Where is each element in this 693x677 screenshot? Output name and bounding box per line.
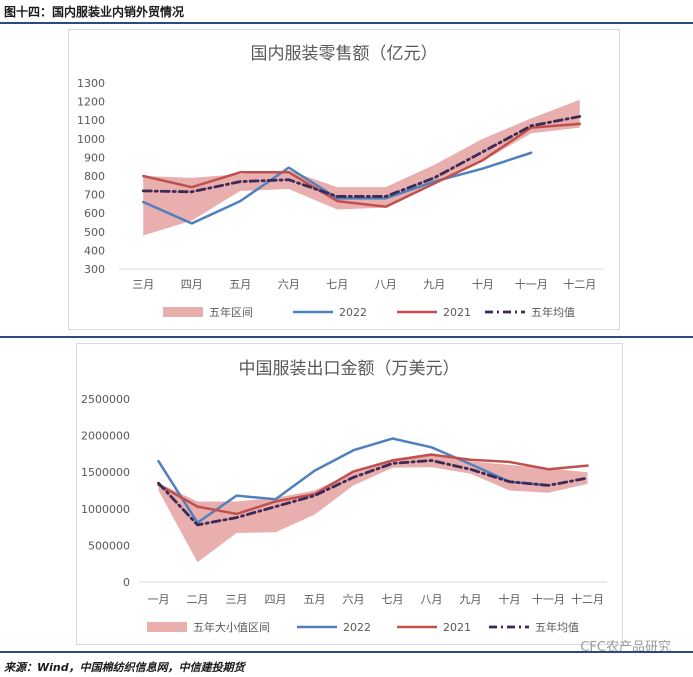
y-tick-label: 300 xyxy=(84,263,105,276)
x-tick-label: 八月 xyxy=(421,593,443,606)
range-band-area xyxy=(158,453,588,563)
x-tick-label: 七月 xyxy=(326,278,348,291)
x-tick-label: 九月 xyxy=(460,593,482,606)
y-tick-label: 1100 xyxy=(77,114,105,127)
x-tick-label: 五月 xyxy=(229,278,251,291)
chart-title: 中国服装出口金额（万美元） xyxy=(239,359,460,379)
retail-chart: 国内服装零售额（亿元） 1300 1200 1100 1000 900 800 700 600 5… xyxy=(77,44,604,319)
series-line-1 xyxy=(142,151,533,225)
export-chart: 中国服装出口金额（万美元） 2500000 2000000 1500000 100000… xyxy=(81,359,607,634)
export-chart-panel: 中国服装出口金额（万美元） 2500000 2000000 1500000 100000… xyxy=(76,343,623,645)
series-line-3 xyxy=(141,115,582,198)
y-tick-label: 600 xyxy=(84,207,105,220)
legend-swatch-band xyxy=(163,307,203,317)
legend-label-series-1: 2022 xyxy=(339,306,367,319)
y-tick-label: 500 xyxy=(84,226,105,239)
y-tick-label: 800 xyxy=(84,170,105,183)
legend-label-series-1: 2022 xyxy=(343,621,371,634)
x-tick-label: 十二月 xyxy=(571,592,604,606)
y-tick-label: 400 xyxy=(84,244,105,257)
figure-title: 图十四：国内服装业内销外贸情况 xyxy=(4,5,185,19)
chart-title: 国内服装零售额（亿元） xyxy=(251,44,438,64)
x-tick-label: 四月 xyxy=(265,593,287,606)
legend-label-series-3: 五年均值 xyxy=(535,620,579,634)
x-tick-label: 八月 xyxy=(375,278,397,291)
x-tick-label: 三月 xyxy=(132,278,154,291)
legend-label-band: 五年大小值区间 xyxy=(193,620,270,634)
legend-label-series-3: 五年均值 xyxy=(531,305,575,319)
x-tick-label: 一月 xyxy=(148,593,170,606)
y-tick-label: 1000 xyxy=(77,133,105,146)
retail-chart-panel: 国内服装零售额（亿元） 1300 1200 1100 1000 900 800 700 600 5… xyxy=(68,29,620,330)
y-tick-label: 1200 xyxy=(77,96,105,109)
y-tick-label: 1300 xyxy=(77,77,105,90)
source-note: 来源：Wind，中国棉纺织信息网，中信建投期货 xyxy=(4,661,245,674)
middle-rule xyxy=(0,336,693,338)
x-tick-label: 十月 xyxy=(499,592,521,606)
x-tick-label: 二月 xyxy=(187,593,209,606)
x-tick-label: 四月 xyxy=(181,278,203,291)
series-line-3 xyxy=(157,459,589,527)
y-tick-label: 2500000 xyxy=(81,393,130,406)
x-tick-label: 三月 xyxy=(226,593,248,606)
bottom-rule xyxy=(0,651,693,653)
x-tick-label: 十二月 xyxy=(563,277,596,291)
x-tick-label: 十一月 xyxy=(515,277,548,291)
series-line-2 xyxy=(142,122,581,208)
y-tick-label: 500000 xyxy=(88,539,130,552)
y-tick-label: 2000000 xyxy=(81,430,130,443)
y-tick-label: 0 xyxy=(123,576,130,589)
legend-label-band: 五年区间 xyxy=(209,305,253,319)
series-line-2 xyxy=(157,453,589,516)
y-tick-label: 700 xyxy=(84,189,105,202)
y-tick-label: 1000000 xyxy=(81,503,130,516)
top-rule xyxy=(0,22,693,24)
x-tick-label: 九月 xyxy=(423,278,445,291)
legend-swatch-band xyxy=(147,622,187,632)
x-tick-label: 十月 xyxy=(472,277,494,291)
x-tick-label: 五月 xyxy=(304,593,326,606)
y-tick-label: 900 xyxy=(84,151,105,164)
legend-label-series-2: 2021 xyxy=(443,621,471,634)
x-tick-label: 十一月 xyxy=(532,592,565,606)
series-line-1 xyxy=(157,437,550,524)
x-tick-label: 六月 xyxy=(343,593,365,606)
x-tick-label: 六月 xyxy=(278,278,300,291)
x-tick-label: 七月 xyxy=(382,593,404,606)
legend-label-series-2: 2021 xyxy=(443,306,471,319)
y-tick-label: 1500000 xyxy=(81,466,130,479)
